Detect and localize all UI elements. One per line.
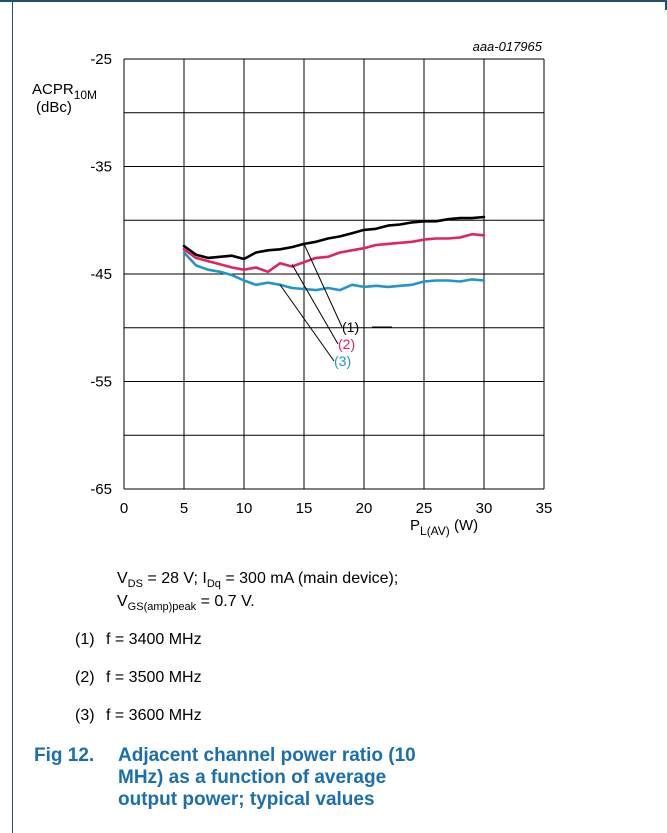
- chart-annotations: (1)(2)(3): [279, 243, 392, 369]
- series-label-1: (1): [342, 319, 359, 335]
- leader-line-1: [303, 243, 343, 328]
- x-tick-label: 0: [120, 500, 128, 517]
- chart-grid: [123, 58, 545, 490]
- conditions-line-2: VGS(amp)peak = 0.7 V.: [117, 593, 255, 613]
- page-border-left: [12, 0, 13, 833]
- page-border-top: [0, 0, 667, 2]
- x-tick-label: 15: [296, 500, 313, 517]
- legend-item-1: (1) f = 3400 MHz: [75, 631, 202, 648]
- series-label-2: (2): [338, 336, 355, 352]
- figure-number: Fig 12.: [34, 745, 95, 766]
- chart-id-label: aaa-017965: [473, 39, 543, 54]
- leader-line-3: [279, 284, 335, 362]
- y-tick-label: -55: [90, 374, 112, 391]
- x-tick-label: 5: [180, 500, 188, 517]
- x-tick-label: 20: [356, 500, 373, 517]
- series-line-1: [182, 215, 486, 261]
- legend-item-3: (3) f = 3600 MHz: [75, 707, 202, 724]
- y-axis-label: ACPR10M: [32, 81, 97, 102]
- figure-caption: Fig 12. Adjacent channel power ratio (10 …: [34, 745, 448, 811]
- leader-line-2: [291, 264, 339, 345]
- y-axis-unit: (dBc): [36, 99, 72, 116]
- series-line-3: [182, 251, 486, 292]
- y-tick-label: -65: [90, 481, 112, 498]
- series-label-3: (3): [334, 353, 351, 369]
- x-tick-label: 25: [416, 500, 433, 517]
- acpr-chart: (1)(2)(3) 0 5 10 15 20 25 30 35 -25 -35 -45 -55 -65 A…: [32, 39, 552, 538]
- chart-labels: 0 5 10 15 20 25 30 35 -25 -35 -45 -55 -65 ACPR10M(dBc…: [32, 39, 552, 538]
- y-tick-label: -35: [90, 159, 112, 176]
- chart-series: [182, 215, 486, 292]
- y-tick-label: -45: [90, 266, 112, 283]
- figure-title: Adjacent channel power ratio (10 MHz) as…: [118, 745, 416, 810]
- conditions-line-1: VDS = 28 V; IDq = 300 mA (main device);: [117, 570, 399, 590]
- x-tick-label: 30: [476, 500, 493, 517]
- x-axis-label: PL(AV) (W): [410, 517, 478, 538]
- legend-item-2: (2) f = 3500 MHz: [75, 669, 202, 686]
- y-tick-label: -25: [90, 51, 112, 68]
- series-line-2: [182, 232, 486, 274]
- x-tick-label: 10: [236, 500, 253, 517]
- x-tick-label: 35: [536, 500, 553, 517]
- page-border-right: [665, 0, 667, 10]
